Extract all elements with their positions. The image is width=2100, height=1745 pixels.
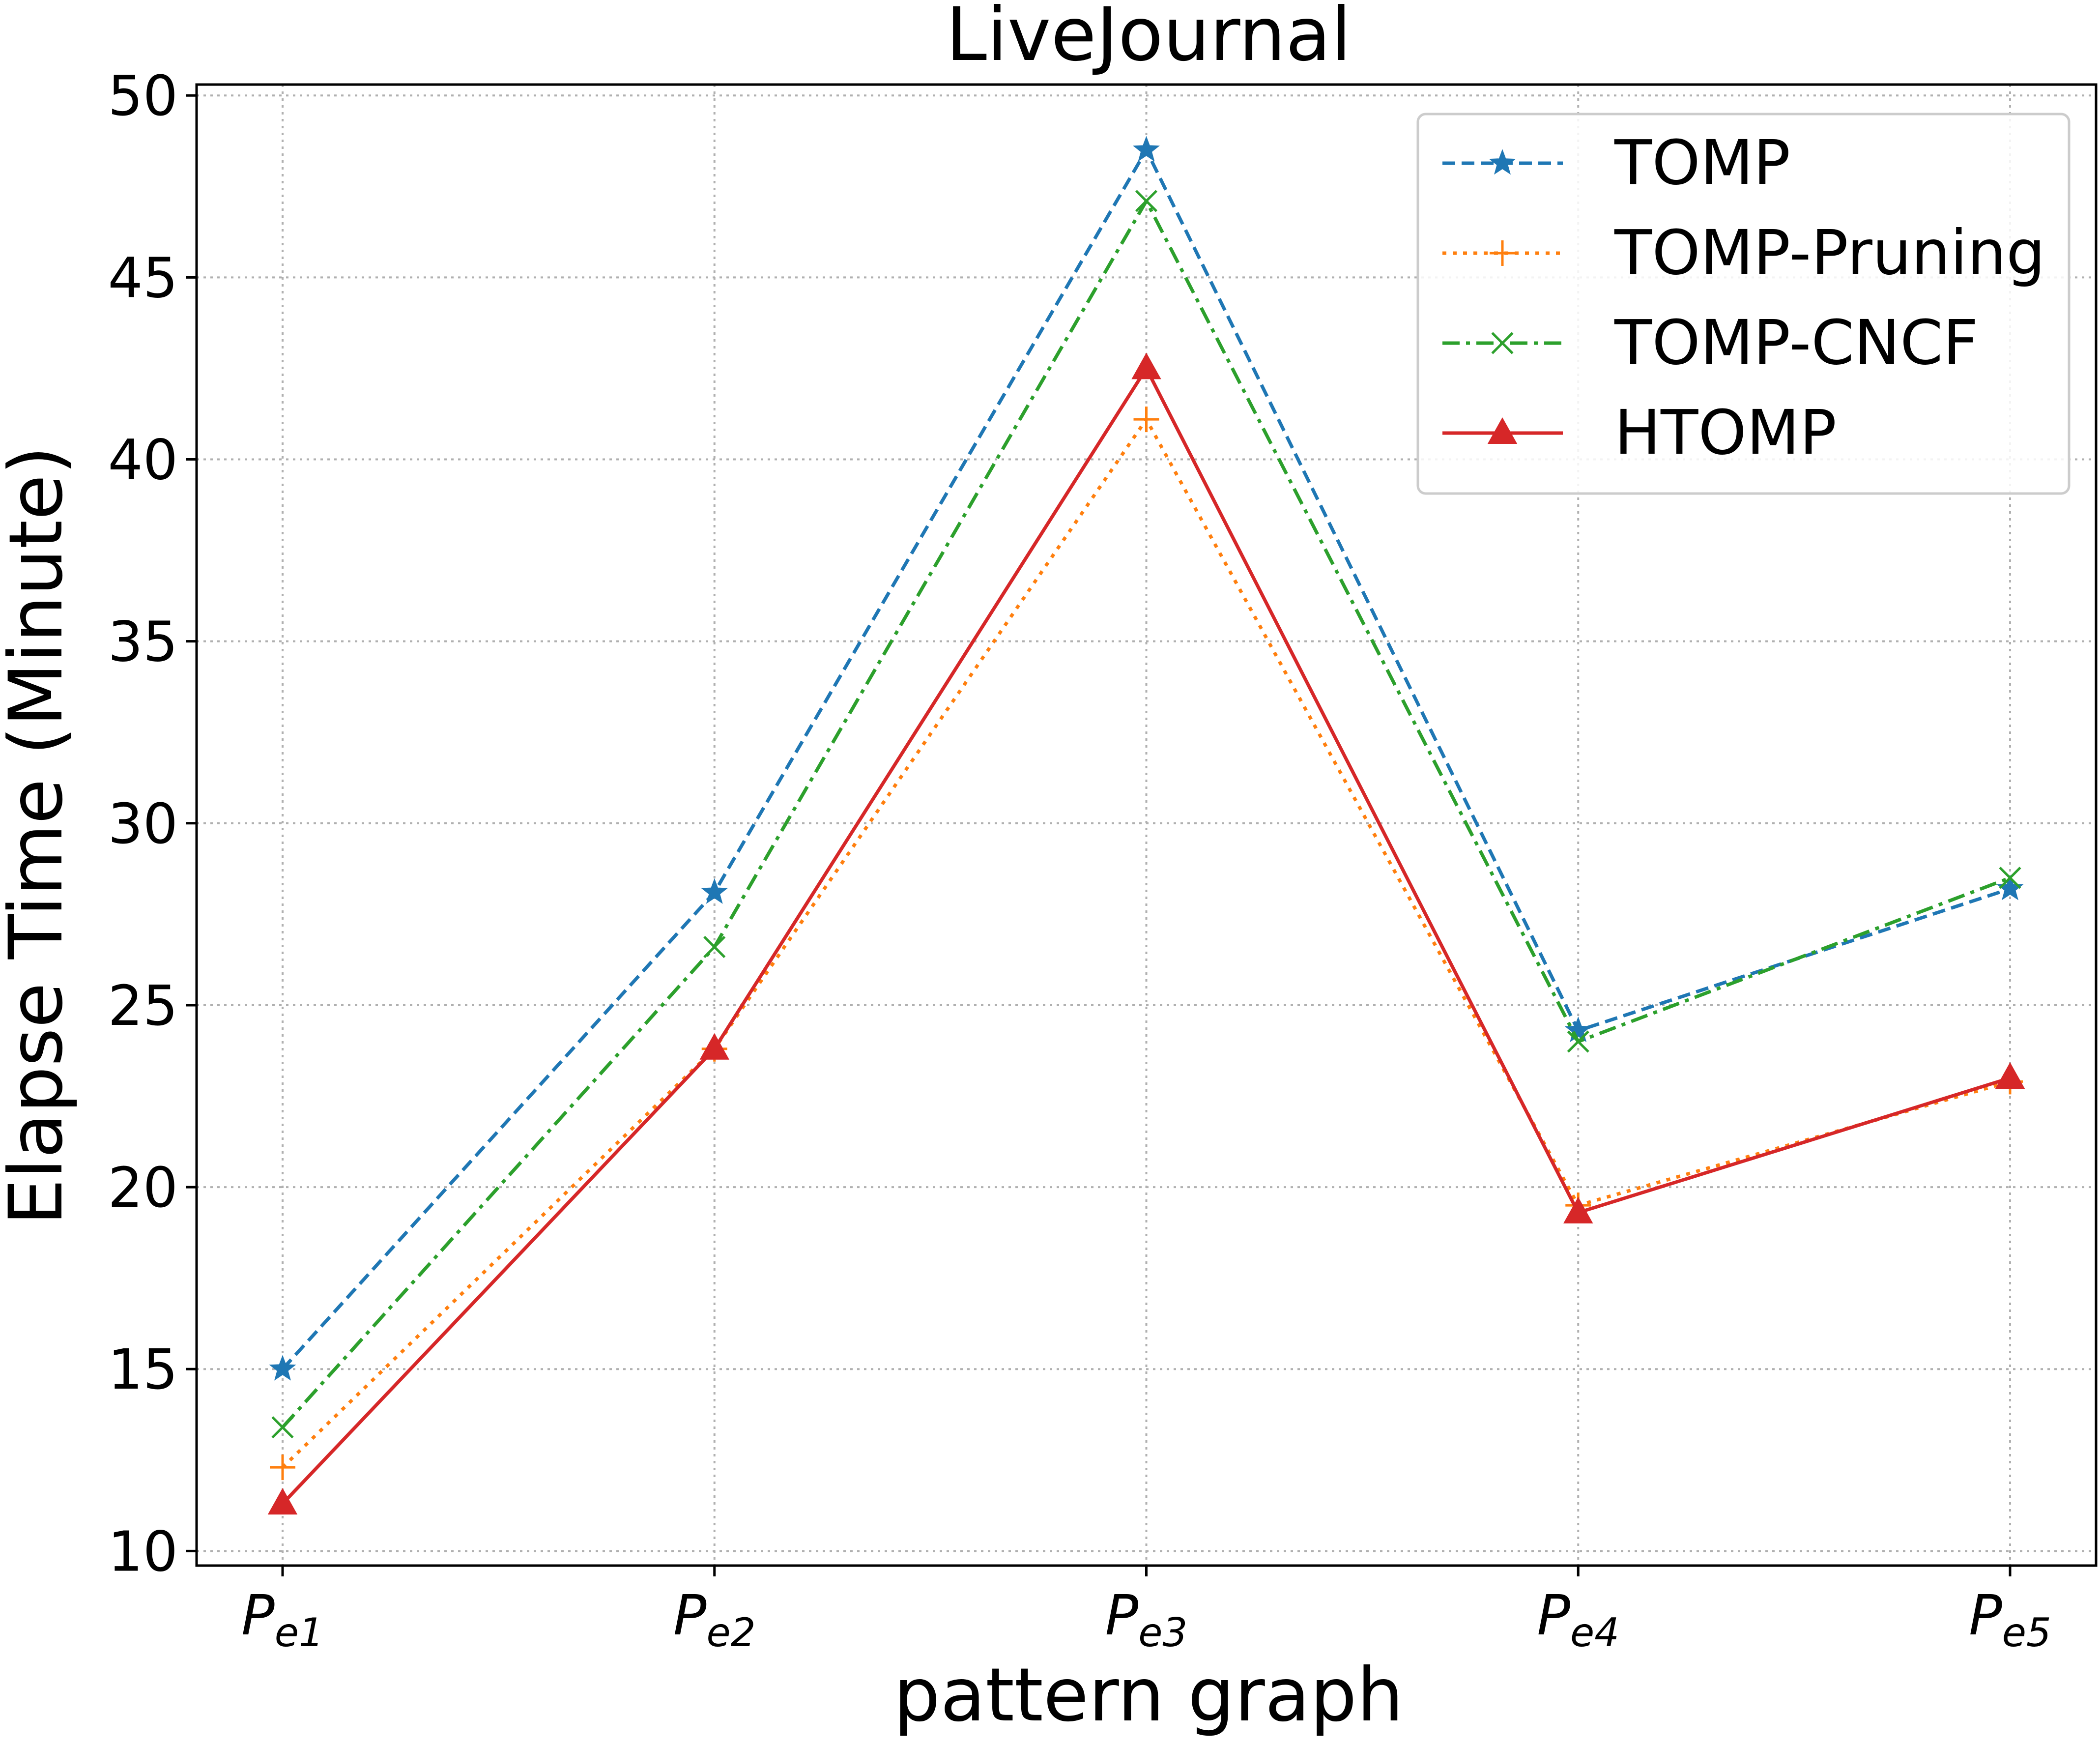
- x-axis-label: pattern graph: [893, 1653, 1404, 1738]
- x-tick-label: Pe5: [1969, 1584, 2051, 1656]
- x-tick-label: Pe1: [241, 1584, 324, 1656]
- legend-label: TOMP-CNCF: [1614, 307, 1978, 378]
- data-point: [1996, 874, 2024, 901]
- x-tick-label: Pe3: [1105, 1584, 1188, 1656]
- x-tick-label-sub: e2: [706, 1610, 755, 1656]
- x-tick-label-sub: e5: [2002, 1610, 2051, 1656]
- data-point: [1133, 136, 1160, 162]
- data-point: [1564, 1016, 1592, 1043]
- y-tick-label: 10: [108, 1520, 178, 1584]
- series-layer: [267, 136, 2025, 1515]
- x-tick-label: Pe4: [1537, 1584, 1619, 1656]
- data-point: [701, 878, 728, 904]
- data-point: [1133, 407, 1159, 433]
- legend-label: TOMP: [1614, 127, 1790, 199]
- data-point: [1135, 190, 1158, 212]
- x-tick-label: Pe2: [673, 1584, 756, 1656]
- data-point: [1563, 1196, 1593, 1223]
- y-tick-label: 20: [108, 1156, 178, 1220]
- y-tick-label: 25: [108, 974, 178, 1038]
- chart-title: LiveJournal: [946, 0, 1351, 78]
- legend-box: [1416, 113, 2071, 495]
- y-tick-label: 30: [108, 792, 178, 856]
- data-point: [699, 1033, 729, 1060]
- y-tick-label: 45: [108, 246, 178, 310]
- legend-label: TOMP-Pruning: [1614, 217, 2045, 289]
- legend-item: TOMP: [1442, 127, 1790, 199]
- legend-marker: [1489, 149, 1516, 175]
- series-tomp: [269, 136, 2024, 1381]
- legend-marker: [1490, 240, 1515, 266]
- data-point: [1995, 1062, 2025, 1089]
- data-point: [1999, 867, 2021, 889]
- series-tomp-cncf: [271, 190, 2021, 1439]
- x-tick-label-base: P: [673, 1584, 707, 1648]
- x-tick-label-base: P: [1969, 1584, 2002, 1648]
- legend-item: TOMP-Pruning: [1442, 217, 2045, 289]
- x-tick-label-sub: e1: [275, 1610, 324, 1656]
- y-axis-label: Elapse Time (Minute): [0, 446, 79, 1225]
- x-tick-label-base: P: [241, 1584, 275, 1648]
- x-tick-label-base: P: [1105, 1584, 1139, 1648]
- x-tick-label-base: P: [1537, 1584, 1570, 1648]
- series-line: [281, 366, 2011, 1505]
- y-tick-label: 40: [108, 429, 178, 493]
- y-tick-label: 50: [108, 64, 178, 128]
- data-point: [267, 1488, 298, 1515]
- data-point: [703, 935, 726, 959]
- series-htomp: [267, 352, 2025, 1515]
- x-tick-label-sub: e4: [1570, 1610, 1619, 1656]
- legend-marker: [1487, 417, 1518, 444]
- legend: TOMP TOMP-Pruning TOMP-CNCF HTOMP: [1416, 113, 2071, 495]
- y-tick-label: 15: [108, 1338, 178, 1402]
- legend-label: HTOMP: [1614, 397, 1837, 468]
- data-point: [271, 1416, 294, 1439]
- y-tick-label: 35: [108, 611, 178, 674]
- plot-frame: [195, 83, 2098, 1567]
- legend-item: HTOMP: [1442, 397, 1837, 468]
- legend-marker: [1491, 332, 1514, 354]
- data-point: [269, 1355, 296, 1381]
- data-point: [1567, 1030, 1589, 1053]
- x-tick-label-sub: e3: [1138, 1610, 1187, 1656]
- data-point: [270, 1454, 295, 1481]
- legend-item: TOMP-CNCF: [1442, 307, 1978, 378]
- data-point: [1131, 352, 1161, 379]
